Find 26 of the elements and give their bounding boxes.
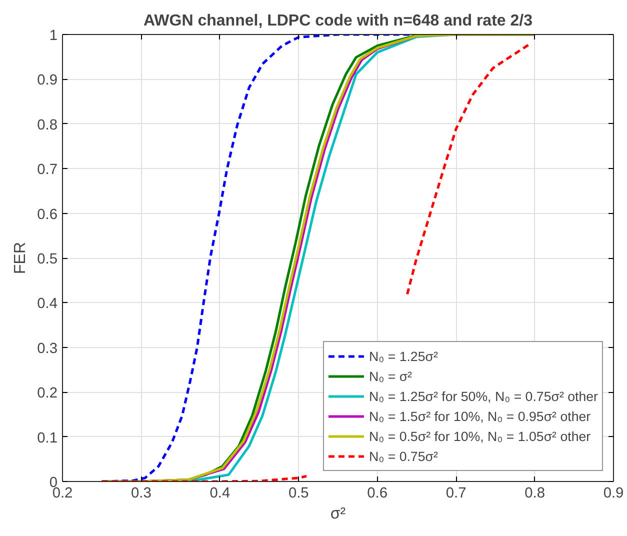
x-axis-title: σ² — [330, 506, 346, 522]
y-tick-label: 0.3 — [37, 340, 58, 357]
chart-title: AWGN channel, LDPC code with n=648 and rate 2/3 — [144, 12, 533, 30]
y-tick-label: 0.8 — [37, 117, 58, 134]
legend-label: N₀ = 0.75σ² — [368, 448, 438, 464]
y-tick-label: 0.7 — [37, 162, 58, 178]
y-tick-label: 0.6 — [37, 206, 58, 223]
x-tick-label: 0.7 — [446, 486, 466, 502]
x-tick-label: 0.8 — [524, 486, 545, 502]
x-tick-label: 0.6 — [367, 486, 388, 502]
x-tick-label: 0.3 — [131, 486, 152, 502]
y-tick-label: 0.4 — [37, 296, 58, 312]
y-tick-label: 0.5 — [37, 252, 58, 268]
legend-label: N₀ = σ² — [368, 368, 412, 384]
y-tick-label: 0.9 — [37, 72, 58, 89]
y-tick-label: 1 — [49, 28, 58, 44]
y-tick-label: 0.2 — [37, 386, 58, 402]
legend-label: N₀ = 1.25σ² for 50%, N₀ = 0.75σ² other — [368, 388, 598, 404]
x-tick-label: 0.5 — [288, 486, 309, 502]
y-tick-label: 0.1 — [37, 430, 58, 446]
legend-label: N₀ = 1.25σ² — [368, 348, 438, 364]
legend-label: N₀ = 1.5σ² for 10%, N₀ = 0.95σ² other — [368, 408, 591, 424]
x-tick-label: 0.9 — [603, 486, 624, 502]
y-axis-title: FER — [12, 242, 30, 274]
legend-label: N₀ = 0.5σ² for 10%, N₀ = 1.05σ² other — [368, 428, 591, 444]
x-tick-label: 0.4 — [210, 486, 230, 502]
